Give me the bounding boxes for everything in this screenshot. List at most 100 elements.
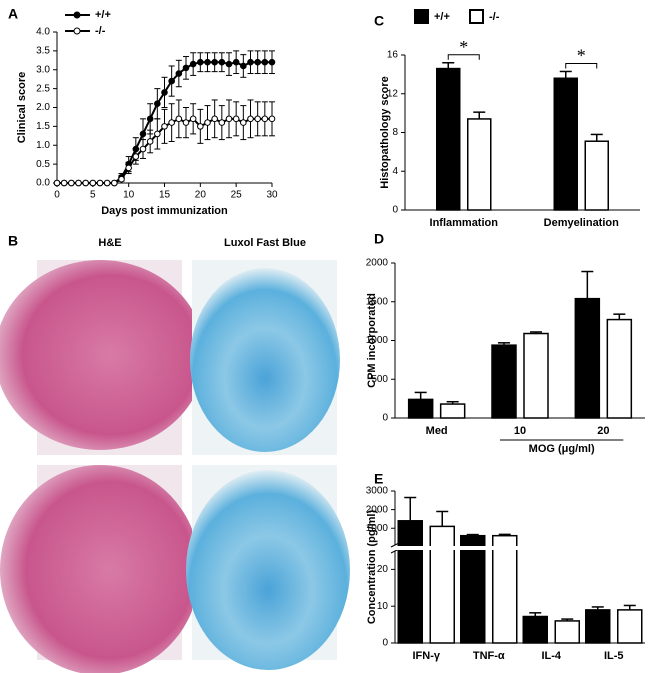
x-tick-label: Inflammation (430, 217, 499, 229)
legend-label: +/+ (95, 9, 111, 21)
x-tick-label: 0 (54, 190, 60, 201)
point (168, 119, 175, 126)
legend-label: -/- (95, 25, 106, 37)
y-tick-label: 0.5 (36, 159, 50, 170)
y-tick-label: 2000 (366, 258, 389, 269)
point (168, 77, 175, 85)
point (261, 58, 269, 66)
y-tick-label: 0 (382, 413, 388, 424)
point (175, 115, 183, 123)
tissue (190, 268, 340, 452)
point (146, 138, 154, 145)
point (240, 119, 247, 126)
y-tick-label: 8 (392, 127, 398, 138)
legend-marker (73, 11, 81, 19)
panel-label: B (8, 233, 18, 249)
y-tick-label: 1500 (366, 296, 389, 307)
x-axis-label: Days post immunization (101, 205, 228, 217)
x-tick-label: 10 (514, 425, 526, 437)
point (139, 130, 147, 138)
tissue (0, 465, 200, 673)
bar (439, 403, 466, 419)
point (232, 58, 240, 66)
point (182, 119, 190, 126)
y-axis-label: Clinical score (16, 72, 28, 144)
point (247, 58, 254, 66)
point (111, 179, 118, 187)
point (96, 179, 104, 187)
y-tick-label: 4 (392, 166, 398, 177)
x-tick-label: 5 (90, 190, 96, 201)
point (197, 123, 204, 130)
point (232, 115, 240, 123)
y-tick-label: 0 (392, 205, 398, 216)
y-axis-label: CPM incorporated (366, 293, 378, 388)
bar (491, 344, 517, 419)
y-tick-label: 1.0 (36, 140, 50, 151)
point (261, 115, 269, 123)
legend-swatch (469, 9, 484, 24)
bar (523, 332, 549, 419)
panel-label: E (374, 471, 383, 487)
panel-label: A (8, 6, 18, 22)
bar (407, 398, 434, 419)
x-tick-label: IL-5 (604, 650, 624, 662)
point (189, 60, 197, 68)
point (182, 64, 190, 72)
bar (436, 67, 461, 211)
point (146, 115, 154, 123)
y-axis-label: Histopathology score (379, 76, 391, 188)
point (82, 179, 89, 187)
x-tick-label: 15 (159, 190, 171, 201)
point (154, 130, 161, 138)
point (204, 119, 211, 126)
annotation: * (459, 37, 468, 57)
point (125, 164, 132, 172)
point (225, 115, 233, 123)
x-tick-label: 10 (123, 190, 135, 201)
y-tick-label: 2000 (366, 504, 389, 515)
point (218, 119, 226, 126)
point (175, 70, 183, 77)
y-tick-label: 1.5 (36, 121, 50, 132)
column-label: H&E (98, 237, 121, 249)
x-tick-label: IL-4 (541, 650, 561, 662)
bar (492, 534, 518, 644)
bar (554, 620, 580, 644)
x-axis-label: MOG (μg/ml) (529, 443, 595, 455)
y-tick-label: 3.5 (36, 46, 50, 57)
x-tick-label: Med (426, 425, 448, 437)
point (204, 58, 211, 66)
point (60, 179, 68, 187)
y-tick-label: 0 (382, 638, 388, 649)
bar (606, 318, 633, 419)
column-label: Luxol Fast Blue (224, 237, 306, 249)
y-tick-label: 0.0 (36, 178, 50, 189)
y-tick-label: 500 (371, 374, 388, 385)
point (68, 179, 75, 187)
histology-panel: B H&E Luxol Fast Blue +/+ -/- (0, 233, 350, 673)
legend-swatch (414, 9, 429, 24)
tissue (0, 260, 205, 450)
point (254, 58, 261, 66)
bar (397, 520, 423, 644)
panel-label: C (374, 13, 384, 29)
point (53, 179, 61, 187)
point (218, 58, 226, 66)
bar (467, 118, 492, 211)
y-tick-label: 2.0 (36, 102, 50, 113)
bar (553, 77, 578, 211)
x-tick-label: 20 (195, 190, 207, 201)
bar (460, 534, 486, 644)
y-tick-label: 3.0 (36, 64, 50, 75)
y-tick-label: 10 (377, 601, 389, 612)
panel-label: D (374, 231, 384, 247)
legend-label: -/- (489, 11, 500, 23)
point (254, 115, 261, 123)
point (211, 115, 218, 123)
point (139, 145, 147, 153)
x-tick-label: IFN-γ (413, 650, 441, 662)
point (161, 89, 168, 96)
y-tick-label: 1000 (366, 335, 389, 346)
